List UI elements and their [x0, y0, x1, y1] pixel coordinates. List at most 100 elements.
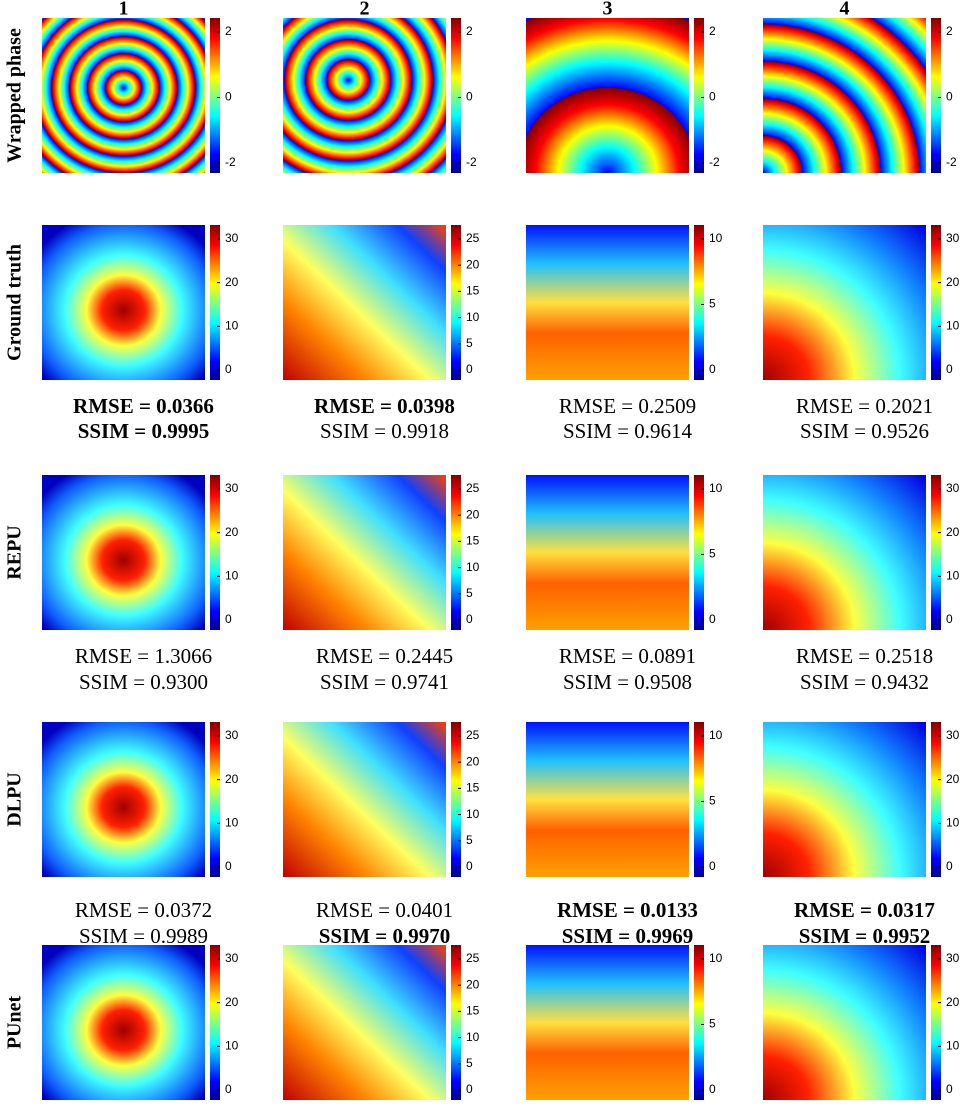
colorbar-tick-label: 15 [466, 781, 480, 795]
colorbar [210, 475, 220, 630]
colorbar-tick-label: 10 [225, 569, 239, 583]
phase-image [526, 722, 689, 877]
phase-image [42, 945, 205, 1100]
colorbar [451, 475, 461, 630]
colorbar-tick-label: -2 [946, 155, 957, 169]
phase-image [763, 945, 926, 1100]
colorbar-tick-label: 5 [709, 794, 716, 808]
colorbar-tick-label: 0 [709, 362, 716, 376]
colorbar-tick-label: 15 [466, 534, 480, 548]
colorbar [931, 945, 941, 1100]
phase-image [763, 225, 926, 380]
rmse-text: RMSE = 0.2509 [559, 394, 696, 418]
colorbar-tick-label: 10 [225, 816, 239, 830]
row-label: Ground truth [4, 244, 26, 361]
ssim-text: SSIM = 0.9969 [562, 924, 694, 948]
phase-image [526, 18, 689, 173]
colorbar-tick-label: 20 [946, 525, 960, 539]
colorbar [694, 722, 704, 877]
colorbar-tick-label: 20 [225, 275, 239, 289]
row-label: Wrapped phase [4, 28, 26, 163]
ssim-text: SSIM = 0.9989 [79, 924, 208, 948]
colorbar [694, 225, 704, 380]
rmse-text: RMSE = 0.2021 [796, 394, 933, 418]
colorbar [451, 18, 461, 173]
colorbar-tick-label: 10 [946, 816, 960, 830]
colorbar-tick-label: 20 [466, 507, 480, 521]
colorbar-tick-label: 5 [466, 833, 473, 847]
rmse-text: RMSE = 0.2445 [316, 644, 453, 668]
colorbar-tick-label: 30 [946, 728, 960, 742]
colorbar-tick-label: 20 [225, 525, 239, 539]
phase-image [42, 475, 205, 630]
colorbar-tick-label: 15 [466, 284, 480, 298]
colorbar [210, 225, 220, 380]
phase-image [283, 18, 446, 173]
rmse-text: RMSE = 0.2518 [796, 644, 933, 668]
colorbar [210, 18, 220, 173]
colorbar-tick-label: -2 [466, 155, 477, 169]
colorbar-tick-label: 10 [709, 728, 723, 742]
colorbar-tick-label: 30 [225, 231, 239, 245]
colorbar-tick-label: 0 [466, 90, 473, 104]
row-label: REPU [4, 525, 26, 579]
colorbar-tick-label: 30 [946, 951, 960, 965]
ssim-text: SSIM = 0.9432 [800, 670, 929, 694]
colorbar-tick-label: 2 [946, 24, 953, 38]
colorbar-tick-label: 25 [466, 231, 480, 245]
colorbar-tick-label: 25 [466, 481, 480, 495]
column-header: 3 [603, 0, 613, 20]
ssim-text: SSIM = 0.9741 [320, 670, 449, 694]
rmse-text: RMSE = 1.3066 [75, 644, 212, 668]
colorbar-tick-label: 0 [946, 859, 953, 873]
colorbar-tick-label: 10 [225, 319, 239, 333]
colorbar [451, 722, 461, 877]
colorbar-tick-label: 0 [709, 1082, 716, 1096]
colorbar-tick-label: 10 [709, 481, 723, 495]
rmse-text: RMSE = 0.0366 [73, 394, 214, 418]
colorbar-tick-label: 10 [225, 1039, 239, 1053]
column-header: 1 [119, 0, 129, 20]
colorbar-tick-label: 0 [225, 90, 232, 104]
colorbar-tick-label: -2 [709, 155, 720, 169]
colorbar-tick-label: 0 [709, 90, 716, 104]
colorbar-tick-label: 10 [709, 951, 723, 965]
colorbar [210, 945, 220, 1100]
colorbar-tick-label: 5 [466, 1056, 473, 1070]
colorbar-tick-label: 5 [709, 547, 716, 561]
ssim-text: SSIM = 0.9918 [320, 419, 449, 443]
ssim-text: SSIM = 0.9614 [563, 419, 693, 443]
ssim-text: SSIM = 0.9526 [800, 419, 929, 443]
colorbar-tick-label: 10 [946, 319, 960, 333]
colorbar-tick-label: 0 [946, 90, 953, 104]
colorbar-tick-label: 2 [225, 24, 232, 38]
row-label: PUnet [4, 996, 26, 1050]
colorbar-tick-label: 10 [466, 1030, 480, 1044]
colorbar-tick-label: 10 [709, 231, 723, 245]
colorbar [694, 18, 704, 173]
ssim-text: SSIM = 0.9508 [563, 670, 692, 694]
ssim-text: SSIM = 0.9970 [319, 924, 451, 948]
colorbar [210, 722, 220, 877]
colorbar-tick-label: 30 [225, 951, 239, 965]
colorbar-tick-label: 0 [946, 612, 953, 626]
colorbar-tick-label: 0 [946, 362, 953, 376]
colorbar-tick-label: 25 [466, 951, 480, 965]
colorbar-tick-label: 5 [709, 297, 716, 311]
ssim-text: SSIM = 0.9300 [79, 670, 208, 694]
colorbar-tick-label: 5 [466, 336, 473, 350]
phase-image [42, 18, 205, 173]
colorbar [931, 225, 941, 380]
colorbar-tick-label: 0 [225, 362, 232, 376]
column-header: 4 [840, 0, 850, 20]
ssim-text: SSIM = 0.9952 [799, 924, 931, 948]
phase-image [42, 722, 205, 877]
colorbar-tick-label: 20 [225, 772, 239, 786]
column-header: 2 [360, 0, 370, 20]
colorbar-tick-label: 20 [466, 977, 480, 991]
colorbar-tick-label: 0 [466, 362, 473, 376]
phase-image [42, 225, 205, 380]
colorbar-tick-label: 5 [466, 586, 473, 600]
colorbar-tick-label: 0 [225, 612, 232, 626]
colorbar [694, 475, 704, 630]
